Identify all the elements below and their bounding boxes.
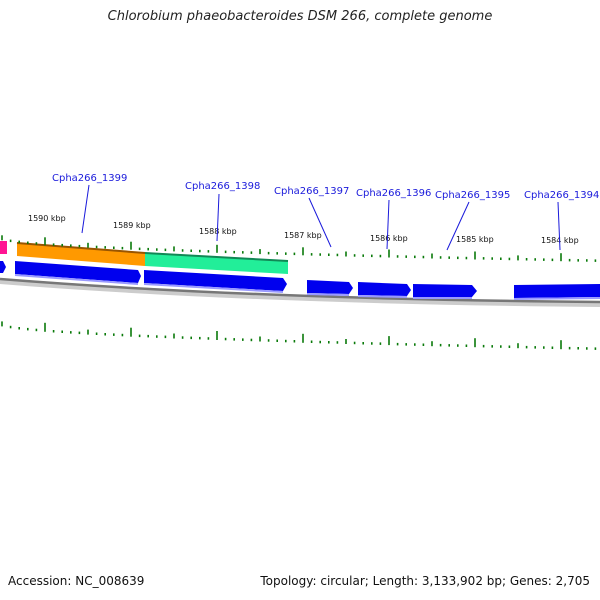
scale-label: 1590 kbp [28,214,66,223]
gene-arrow[interactable] [15,261,141,283]
leader-line [216,193,220,242]
gene-arrow[interactable] [144,270,287,291]
leader-line [446,201,470,251]
gene-label-leaders [81,184,561,251]
genome-summary-text: Topology: circular; Length: 3,133,902 bp… [260,574,590,588]
leader-line [308,197,332,248]
gene-arrow[interactable] [307,280,353,294]
gene-label[interactable]: Cpha266_1397 [274,186,349,197]
gene-label[interactable]: Cpha266_1395 [435,190,510,201]
leader-line [386,199,390,250]
leader-line [81,184,90,234]
gene-arrow[interactable] [413,284,477,297]
scale-label: 1586 kbp [370,234,408,243]
genome-backbone-shadow [0,278,600,307]
orange-feature-edge [16,242,146,254]
gene-arrow[interactable] [358,282,411,296]
gene-arrow-shadow [14,274,600,300]
accession-text: Accession: NC_008639 [8,574,145,588]
gene-arrow[interactable] [514,284,600,298]
leader-line [557,201,561,251]
scale-label: 1585 kbp [456,235,494,244]
scale-label: 1587 kbp [284,231,322,240]
upper-scale-ticks [1,235,597,262]
green-feature[interactable] [145,253,288,274]
genome-backbone [0,277,600,304]
genome-title: Chlorobium phaeobacteroides DSM 266, com… [107,9,493,24]
lower-scale-ticks [1,321,597,350]
gene-label[interactable]: Cpha266_1394 [524,190,599,201]
green-feature-edge [144,252,289,262]
gene-label[interactable]: Cpha266_1396 [356,188,431,199]
scale-label: 1589 kbp [113,221,151,230]
gene-label[interactable]: Cpha266_1399 [52,173,127,184]
gene-arrows [0,261,600,300]
gene-arrow[interactable] [0,261,6,273]
orange-feature[interactable] [17,243,145,266]
magenta-feature[interactable] [0,241,7,254]
gene-label[interactable]: Cpha266_1398 [185,181,260,192]
